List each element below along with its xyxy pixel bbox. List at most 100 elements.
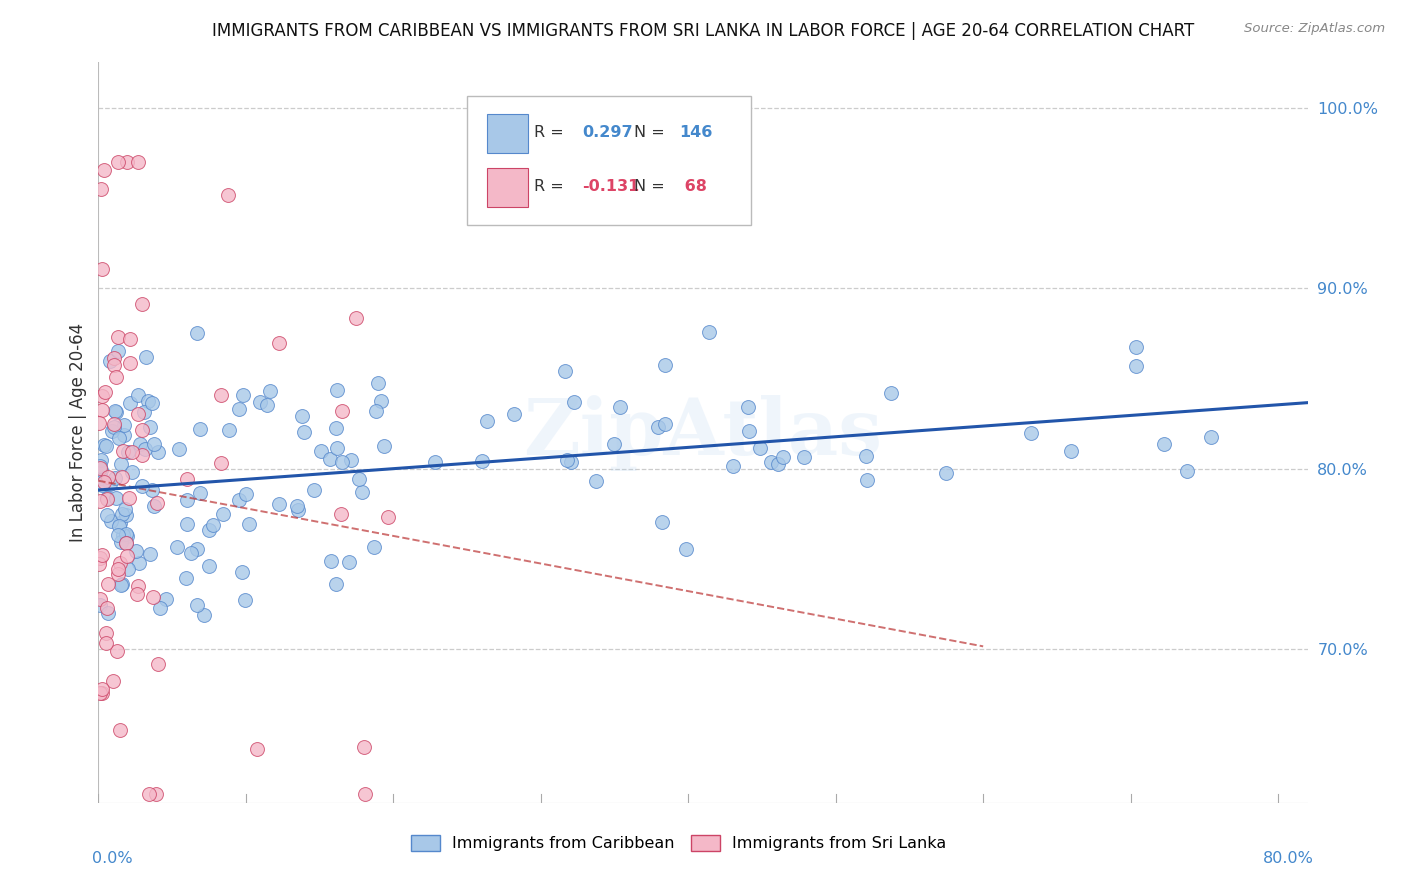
Point [117, 491, 139, 505]
Point [675, 542, 697, 557]
Point [89, 557, 111, 571]
Point [108, 556, 131, 570]
Point [218, 423, 240, 437]
Point [1175, 464, 1198, 478]
Point [235, 593, 257, 607]
Point [127, 579, 149, 593]
Point [217, 187, 239, 202]
Point [231, 565, 253, 579]
Point [302, 483, 325, 498]
Point [108, 516, 131, 530]
Point [554, 364, 576, 378]
Point [363, 541, 385, 555]
Point [89, 686, 111, 700]
Point [366, 404, 388, 418]
Point [117, 445, 139, 459]
Point [647, 420, 669, 434]
Point [97, 577, 120, 591]
Point [101, 424, 124, 438]
FancyBboxPatch shape [486, 114, 527, 153]
Point [121, 465, 143, 479]
Text: R =: R = [534, 179, 568, 194]
Point [114, 501, 136, 516]
Point [245, 741, 267, 756]
Point [100, 514, 122, 528]
Point [134, 442, 156, 456]
Point [585, 474, 607, 488]
Point [176, 472, 198, 486]
Point [91, 403, 114, 417]
Point [127, 407, 149, 421]
Point [89, 592, 111, 607]
Point [1125, 340, 1147, 354]
Text: N =: N = [634, 179, 669, 194]
Point [309, 443, 332, 458]
Point [1019, 426, 1042, 441]
Point [198, 559, 221, 574]
Point [94, 384, 117, 399]
Point [117, 154, 139, 169]
Point [110, 535, 132, 549]
Point [138, 547, 160, 561]
Point [110, 457, 132, 471]
Point [136, 393, 159, 408]
Point [367, 376, 389, 391]
Point [89, 459, 111, 474]
Point [101, 673, 124, 688]
Point [142, 591, 165, 605]
Point [90, 182, 112, 196]
Point [138, 787, 160, 801]
Point [90, 389, 112, 403]
Point [935, 467, 957, 481]
Point [112, 417, 135, 432]
Point [651, 516, 673, 530]
Point [125, 587, 148, 601]
Point [325, 421, 347, 435]
Point [111, 507, 134, 521]
Point [330, 455, 353, 469]
Point [91, 549, 114, 563]
Point [89, 551, 111, 566]
Point [103, 358, 125, 372]
Text: 146: 146 [679, 125, 713, 140]
FancyBboxPatch shape [467, 95, 751, 226]
Point [115, 536, 138, 550]
Point [121, 445, 143, 459]
Point [146, 495, 169, 509]
Point [105, 644, 128, 658]
Point [176, 517, 198, 532]
Point [287, 502, 309, 516]
Point [212, 508, 235, 522]
Point [143, 500, 166, 514]
Point [238, 516, 260, 531]
Point [249, 395, 271, 409]
Point [146, 657, 169, 671]
Point [103, 419, 125, 434]
Point [353, 740, 375, 755]
Point [127, 388, 149, 402]
Point [131, 479, 153, 493]
Point [766, 457, 789, 471]
Point [373, 439, 395, 453]
Point [325, 577, 347, 591]
Point [1199, 430, 1222, 444]
Text: R =: R = [534, 125, 568, 140]
Point [107, 527, 129, 541]
Point [609, 400, 631, 414]
Point [110, 578, 132, 592]
Point [96, 492, 118, 507]
Point [291, 409, 314, 423]
Point [104, 470, 127, 484]
Point [186, 541, 208, 556]
Point [209, 387, 232, 401]
Point [112, 427, 135, 442]
Point [188, 422, 211, 436]
Point [477, 414, 499, 428]
Point [107, 154, 129, 169]
Point [97, 469, 120, 483]
Point [127, 154, 149, 169]
Point [104, 404, 127, 418]
Point [114, 535, 136, 549]
Point [186, 326, 208, 341]
Point [107, 329, 129, 343]
